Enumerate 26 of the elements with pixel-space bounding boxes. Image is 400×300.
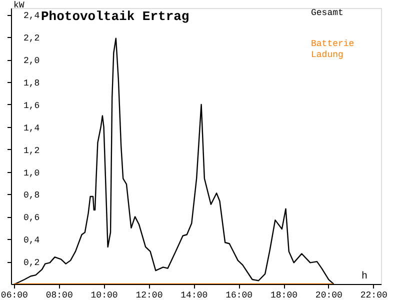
text: Batterie Ladung [311, 39, 354, 60]
y-tick-label: 0,8 [24, 190, 40, 201]
x-axis-title: h [362, 270, 368, 282]
x-tick-label: 08:00 [46, 290, 73, 300]
text: Gesamt [311, 8, 344, 18]
x-tick-label: 10:00 [90, 290, 118, 300]
y-axis-title: kW [14, 0, 25, 10]
x-tick-label: 14:00 [180, 290, 208, 300]
y-tick-label: 1,2 [24, 146, 40, 156]
chart-title: Photovoltaik Ertrag [41, 9, 190, 24]
x-tick-label: 20:00 [315, 290, 342, 300]
x-tick-label: 12:00 [136, 290, 163, 300]
y-tick-label: 2,0 [24, 56, 40, 66]
x-tick-label: 06:00 [0, 290, 28, 300]
x-tick-label: 22:00 [360, 290, 388, 300]
y-tick-label: 0,2 [24, 258, 40, 268]
y-tick-label: 1,6 [24, 100, 40, 111]
y-tick-label: 1,0 [24, 168, 40, 178]
x-tick-label: 16:00 [226, 290, 253, 300]
y-tick-label: 0,4 [24, 236, 40, 246]
y-tick-label: 1,8 [24, 78, 40, 89]
x-tick-label: 18:00 [270, 290, 298, 300]
y-tick-label: 0,6 [24, 213, 40, 224]
y-tick-label: 2,4 [24, 11, 40, 22]
y-tick-label: 1,4 [24, 123, 40, 134]
y-tick-label: 2,2 [24, 34, 40, 44]
